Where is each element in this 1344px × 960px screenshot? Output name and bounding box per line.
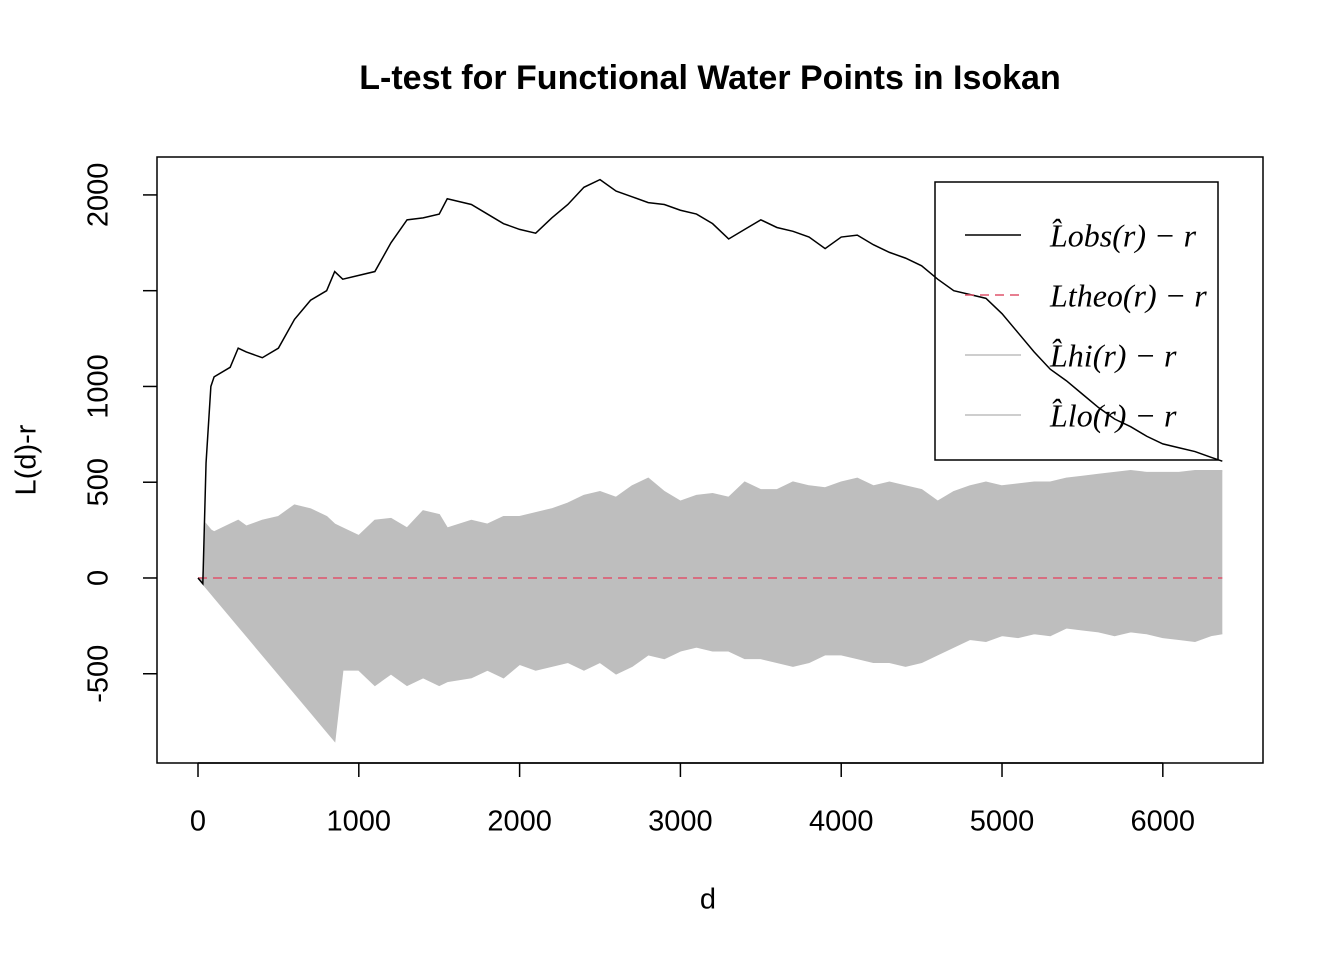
y-tick-label: 0	[83, 570, 115, 586]
legend-label: Ltheo(r) − r	[1049, 277, 1207, 313]
series-line	[197, 577, 1223, 743]
legend-label: L̂obs(r) − r	[1049, 217, 1197, 253]
x-tick-label: 1000	[327, 806, 392, 838]
x-tick-label: 3000	[648, 806, 713, 838]
y-tick-label: 1000	[83, 354, 115, 419]
legend-label: L̂hi(r) − r	[1049, 337, 1177, 373]
x-tick-label: 6000	[1131, 806, 1196, 838]
y-tick-label: -500	[83, 645, 115, 703]
y-axis-label: L(d)-r	[11, 424, 43, 495]
y-tick-label: 2000	[83, 163, 115, 228]
chart-title: L-test for Functional Water Points in Is…	[359, 59, 1060, 97]
x-tick-label: 0	[190, 806, 206, 838]
series-line	[197, 178, 1223, 586]
x-tick-label: 5000	[970, 806, 1035, 838]
x-axis-label: d	[700, 884, 716, 916]
legend-box	[934, 181, 1219, 461]
x-tick-label: 2000	[487, 806, 552, 838]
y-tick-label: 500	[83, 458, 115, 506]
series-line	[198, 469, 1223, 579]
envelope-area	[198, 470, 1223, 741]
x-tick-label: 4000	[809, 806, 874, 838]
legend-label: L̂lo(r) − r	[1049, 397, 1177, 433]
